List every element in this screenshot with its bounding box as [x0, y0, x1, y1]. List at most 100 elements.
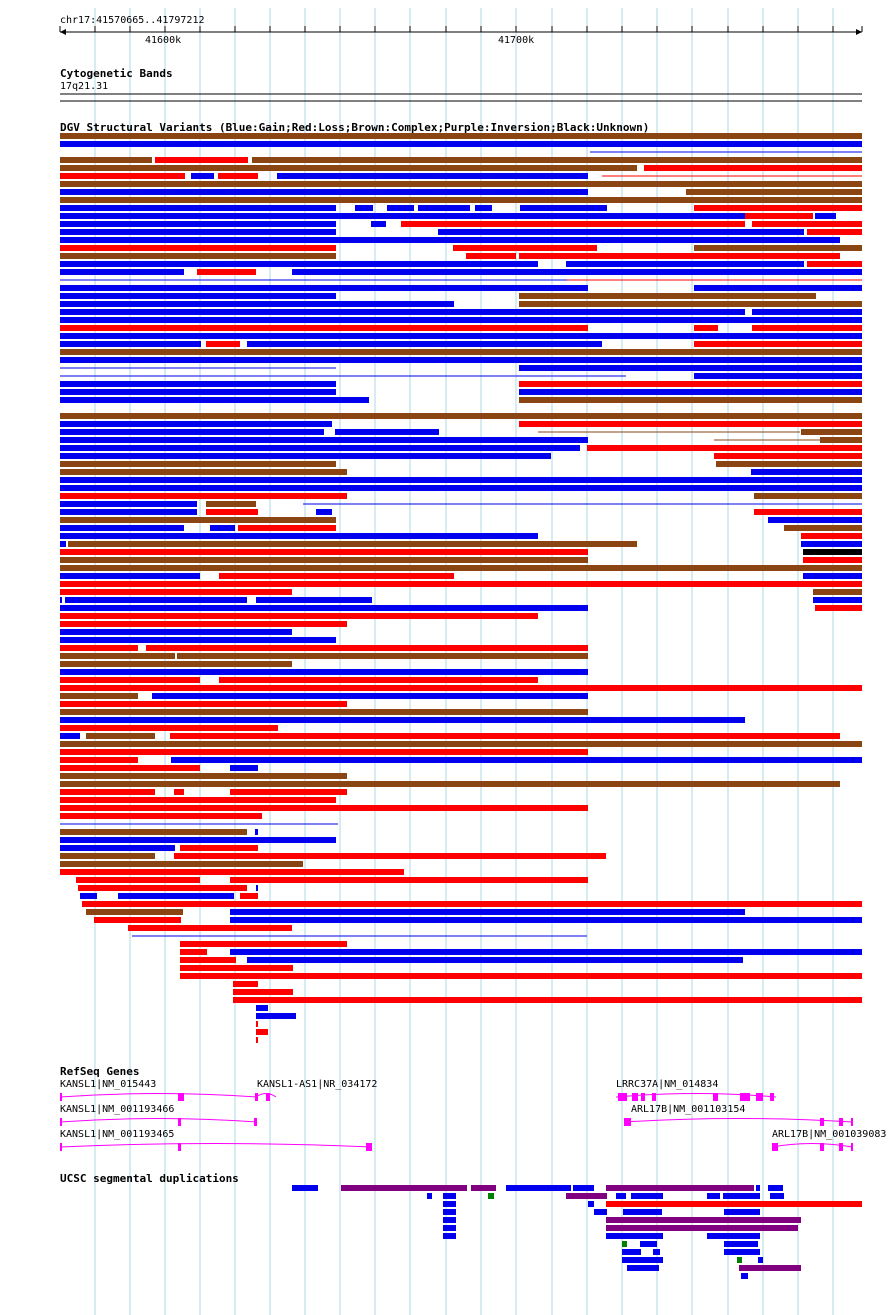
dgv-variant-bar [219, 573, 454, 579]
dgv-variant-bar [60, 709, 588, 715]
dgv-variant-bar [60, 453, 551, 459]
segdup-track[interactable] [292, 1185, 862, 1279]
dgv-variant-bar [60, 549, 588, 555]
gene-exon [618, 1093, 627, 1101]
dgv-variant-bar [60, 477, 862, 483]
dgv-variant-bar [520, 205, 607, 211]
dgv-variant-bar [60, 733, 80, 739]
dgv-variant-bar [60, 213, 745, 219]
gene-intron-line [615, 1093, 777, 1098]
dgv-variant-bar [519, 397, 862, 403]
gene-label[interactable]: ARL17B|NM_001039083 [772, 1129, 887, 1140]
dgv-variant-bar [60, 677, 200, 683]
dgv-variant-bar [197, 269, 256, 275]
segdup-bar [707, 1233, 760, 1239]
dgv-variant-bar [686, 189, 862, 195]
dgv-variant-bar [60, 269, 184, 275]
segdup-bar [756, 1185, 760, 1191]
dgv-variant-bar [60, 517, 336, 523]
dgv-variant-bar [60, 741, 862, 747]
dgv-variant-bar [60, 317, 862, 323]
dgv-variant-bar [60, 349, 862, 355]
dgv-variant-bar [587, 445, 862, 451]
gene-exon [624, 1118, 631, 1126]
dgv-variant-bar [206, 509, 258, 515]
gene-exon [770, 1093, 774, 1101]
dgv-variant-bar [155, 157, 248, 163]
dgv-variant-bar [60, 797, 336, 803]
segdup-bar [443, 1217, 456, 1223]
gene-exon [254, 1118, 257, 1126]
segdup-bar [627, 1265, 659, 1271]
gene-label[interactable]: KANSL1|NM_001193466 [60, 1104, 175, 1115]
dgv-variant-bar [206, 501, 256, 507]
ruler-range-label: chr17:41570665..41797212 [60, 15, 205, 26]
dgv-variant-bar [60, 845, 175, 851]
segdup-bar [724, 1249, 760, 1255]
dgv-variant-bar [60, 445, 580, 451]
segdup-bar [573, 1185, 594, 1191]
dgv-variant-bar [60, 829, 247, 835]
dgv-variant-bar [60, 869, 404, 875]
dgv-variant-bar [60, 341, 201, 347]
segdup-bar [488, 1193, 494, 1199]
gene-label[interactable]: LRRC37A|NM_014834 [616, 1079, 719, 1090]
segdup-bar [443, 1193, 456, 1199]
dgv-variant-bar [230, 949, 862, 955]
dgv-variant-bar [694, 205, 862, 211]
dgv-variant-bar [233, 981, 258, 987]
dgv-variant-bar [519, 381, 862, 387]
segdup-bar [606, 1225, 798, 1231]
dgv-variant-bar [80, 893, 97, 899]
segdup-bar [768, 1185, 783, 1191]
gene-label[interactable]: KANSL1-AS1|NR_034172 [257, 1079, 378, 1090]
cytoband-track[interactable] [60, 93, 862, 102]
dgv-track-title: DGV Structural Variants (Blue:Gain;Red:L… [60, 121, 650, 134]
dgv-track[interactable] [60, 133, 862, 1043]
dgv-variant-bar [60, 469, 347, 475]
dgv-variant-bar [60, 541, 66, 547]
gene-label[interactable]: ARL17B|NM_001103154 [631, 1104, 746, 1115]
dgv-variant-bar [256, 1005, 268, 1011]
gene-label[interactable]: KANSL1|NM_015443 [60, 1079, 157, 1090]
dgv-variant-bar [60, 781, 840, 787]
dgv-variant-bar [60, 437, 588, 443]
segdup-bar [594, 1209, 607, 1215]
segdup-bar [506, 1185, 571, 1191]
gene-intron-line [59, 1118, 257, 1123]
gene-exon [820, 1118, 824, 1126]
dgv-variant-bar [86, 733, 155, 739]
gene-exon [178, 1093, 184, 1101]
dgv-variant-bar [754, 509, 862, 515]
dgv-variant-bar [418, 205, 470, 211]
coordinate-ruler[interactable] [59, 26, 863, 35]
gene-exon [839, 1143, 843, 1151]
segdup-bar [292, 1185, 318, 1191]
gene-label[interactable]: KANSL1|NM_001193465 [60, 1129, 175, 1140]
dgv-variant-bar [240, 893, 258, 899]
gene-exon [178, 1118, 181, 1126]
cytoband-track-title: Cytogenetic Bands [60, 67, 173, 80]
dgv-variant-bar [60, 525, 184, 531]
dgv-variant-bar [453, 245, 597, 251]
dgv-variant-bar [60, 645, 138, 651]
dgv-variant-bar [807, 229, 862, 235]
dgv-variant-bar [233, 989, 293, 995]
dgv-variant-bar [247, 341, 602, 347]
ruler-tick-label: 41700k [498, 35, 535, 46]
dgv-variant-bar [60, 485, 862, 491]
dgv-variant-bar [238, 525, 336, 531]
gene-exon [772, 1143, 778, 1151]
dgv-variant-bar [60, 157, 152, 163]
dgv-variant-bar [170, 733, 840, 739]
dgv-variant-bar [247, 957, 743, 963]
dgv-variant-bar [60, 509, 197, 515]
dgv-variant-bar [60, 621, 347, 627]
dgv-variant-bar [566, 261, 804, 267]
dgv-variant-bar [230, 909, 745, 915]
segdup-bar [443, 1209, 456, 1215]
dgv-variant-bar [60, 285, 588, 291]
dgv-variant-bar [82, 901, 862, 907]
refseq-track[interactable] [59, 1093, 853, 1151]
dgv-variant-bar [60, 357, 862, 363]
